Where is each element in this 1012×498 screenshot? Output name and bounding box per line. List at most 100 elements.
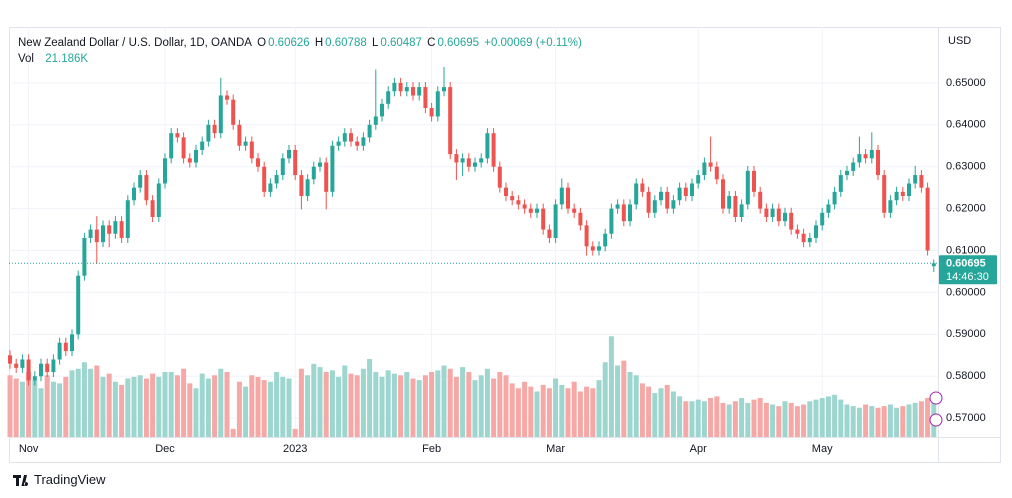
volume-bar: [19, 381, 25, 437]
volume-bar: [460, 367, 466, 437]
volume-bar: [243, 386, 249, 437]
volume-bar: [106, 373, 112, 437]
volume-bar: [181, 368, 187, 437]
candle-body: [429, 108, 434, 117]
volume-bar: [918, 401, 924, 437]
candle-body: [665, 191, 670, 209]
volume-bar: [162, 372, 168, 437]
candle-body: [119, 221, 124, 238]
candle-body: [628, 204, 632, 222]
volume-bar: [602, 362, 608, 437]
brand-name: TradingView: [34, 472, 106, 487]
candle-body: [584, 225, 589, 247]
volume-bar: [763, 402, 769, 437]
candle-body: [88, 229, 93, 238]
symbol: New Zealand Dollar / U.S. Dollar, 1D, OA…: [18, 37, 252, 49]
candle-body: [764, 208, 769, 217]
volume-bar: [26, 372, 32, 437]
candle-body: [497, 166, 502, 188]
volume-bar: [863, 404, 869, 437]
y-tick-label: 0.58000: [946, 370, 986, 382]
volume-bar: [844, 404, 850, 437]
volume-bar: [193, 388, 199, 437]
candle-body: [392, 82, 397, 92]
volume-bar: [590, 388, 596, 437]
candle-body: [398, 82, 403, 92]
volume-bar: [584, 386, 590, 437]
candle-body: [559, 187, 564, 205]
candle-body: [739, 204, 744, 217]
y-tick-label: 0.62000: [946, 203, 986, 215]
candle-body: [442, 87, 446, 92]
volume-bar: [509, 383, 515, 437]
h-label: H: [314, 37, 324, 49]
candle-body: [138, 175, 143, 188]
volume-bar: [379, 376, 385, 437]
candle-body: [758, 191, 763, 209]
candle-body: [113, 221, 118, 234]
candle-body: [361, 137, 366, 146]
event-icon[interactable]: [929, 391, 943, 405]
candle-body: [590, 246, 595, 251]
candle-body: [150, 200, 155, 217]
volume-bar: [75, 368, 81, 437]
volume-bar: [143, 378, 149, 437]
volume-bar: [478, 375, 484, 437]
volume-bar: [670, 391, 676, 437]
candle-body: [857, 154, 862, 163]
candle-body: [869, 149, 874, 159]
volume-bar: [137, 375, 143, 437]
volume-bar: [342, 365, 348, 437]
candle-body: [572, 208, 577, 213]
x-tick-label: Feb: [422, 443, 441, 455]
event-icon[interactable]: [929, 413, 943, 427]
y-tick-label: 0.63000: [946, 161, 986, 173]
candle-body: [336, 141, 341, 146]
volume-bar: [125, 378, 131, 437]
candle-body: [832, 191, 837, 205]
candle-body: [169, 133, 174, 159]
volume-bar: [553, 378, 559, 437]
volume-bar: [577, 391, 583, 437]
candle-body: [913, 175, 918, 184]
volume-bar: [720, 402, 726, 437]
candle-body: [504, 187, 508, 197]
volume-bar: [441, 365, 447, 437]
x-tick-label: Nov: [19, 443, 39, 455]
currency-label: USD: [948, 35, 971, 47]
candle-body: [535, 208, 539, 213]
candle-body: [733, 196, 738, 217]
candle-body: [305, 179, 310, 197]
candle-body: [181, 137, 186, 159]
x-tick-label: May: [812, 443, 833, 455]
candle-body: [243, 141, 248, 146]
candle-body: [752, 170, 756, 192]
countdown: 14:46:30: [946, 271, 989, 283]
candle-body: [448, 87, 453, 155]
volume-bar: [261, 380, 267, 437]
candle-body: [894, 191, 899, 201]
y-tick-label: 0.59000: [946, 328, 986, 340]
candle-body: [225, 95, 229, 100]
volume-bar: [776, 406, 782, 437]
volume-bar: [373, 372, 379, 437]
candle-body: [702, 162, 707, 176]
legend-header: New Zealand Dollar / U.S. Dollar, 1D, OA…: [18, 35, 584, 67]
volume-bar: [522, 381, 528, 437]
candle-body: [578, 212, 583, 226]
candle-body: [888, 200, 893, 213]
volume-bar: [354, 375, 360, 437]
volume-bar: [422, 375, 428, 437]
volume-bar: [732, 401, 738, 437]
candle-body: [212, 124, 217, 134]
price-tag: [939, 255, 997, 285]
candle-body: [925, 187, 930, 251]
volume-bar: [540, 385, 546, 437]
candle-body: [268, 183, 273, 192]
volume-bar: [63, 376, 69, 437]
candle-body: [454, 154, 459, 163]
volume-bar: [404, 372, 410, 437]
candle-body: [386, 91, 391, 104]
